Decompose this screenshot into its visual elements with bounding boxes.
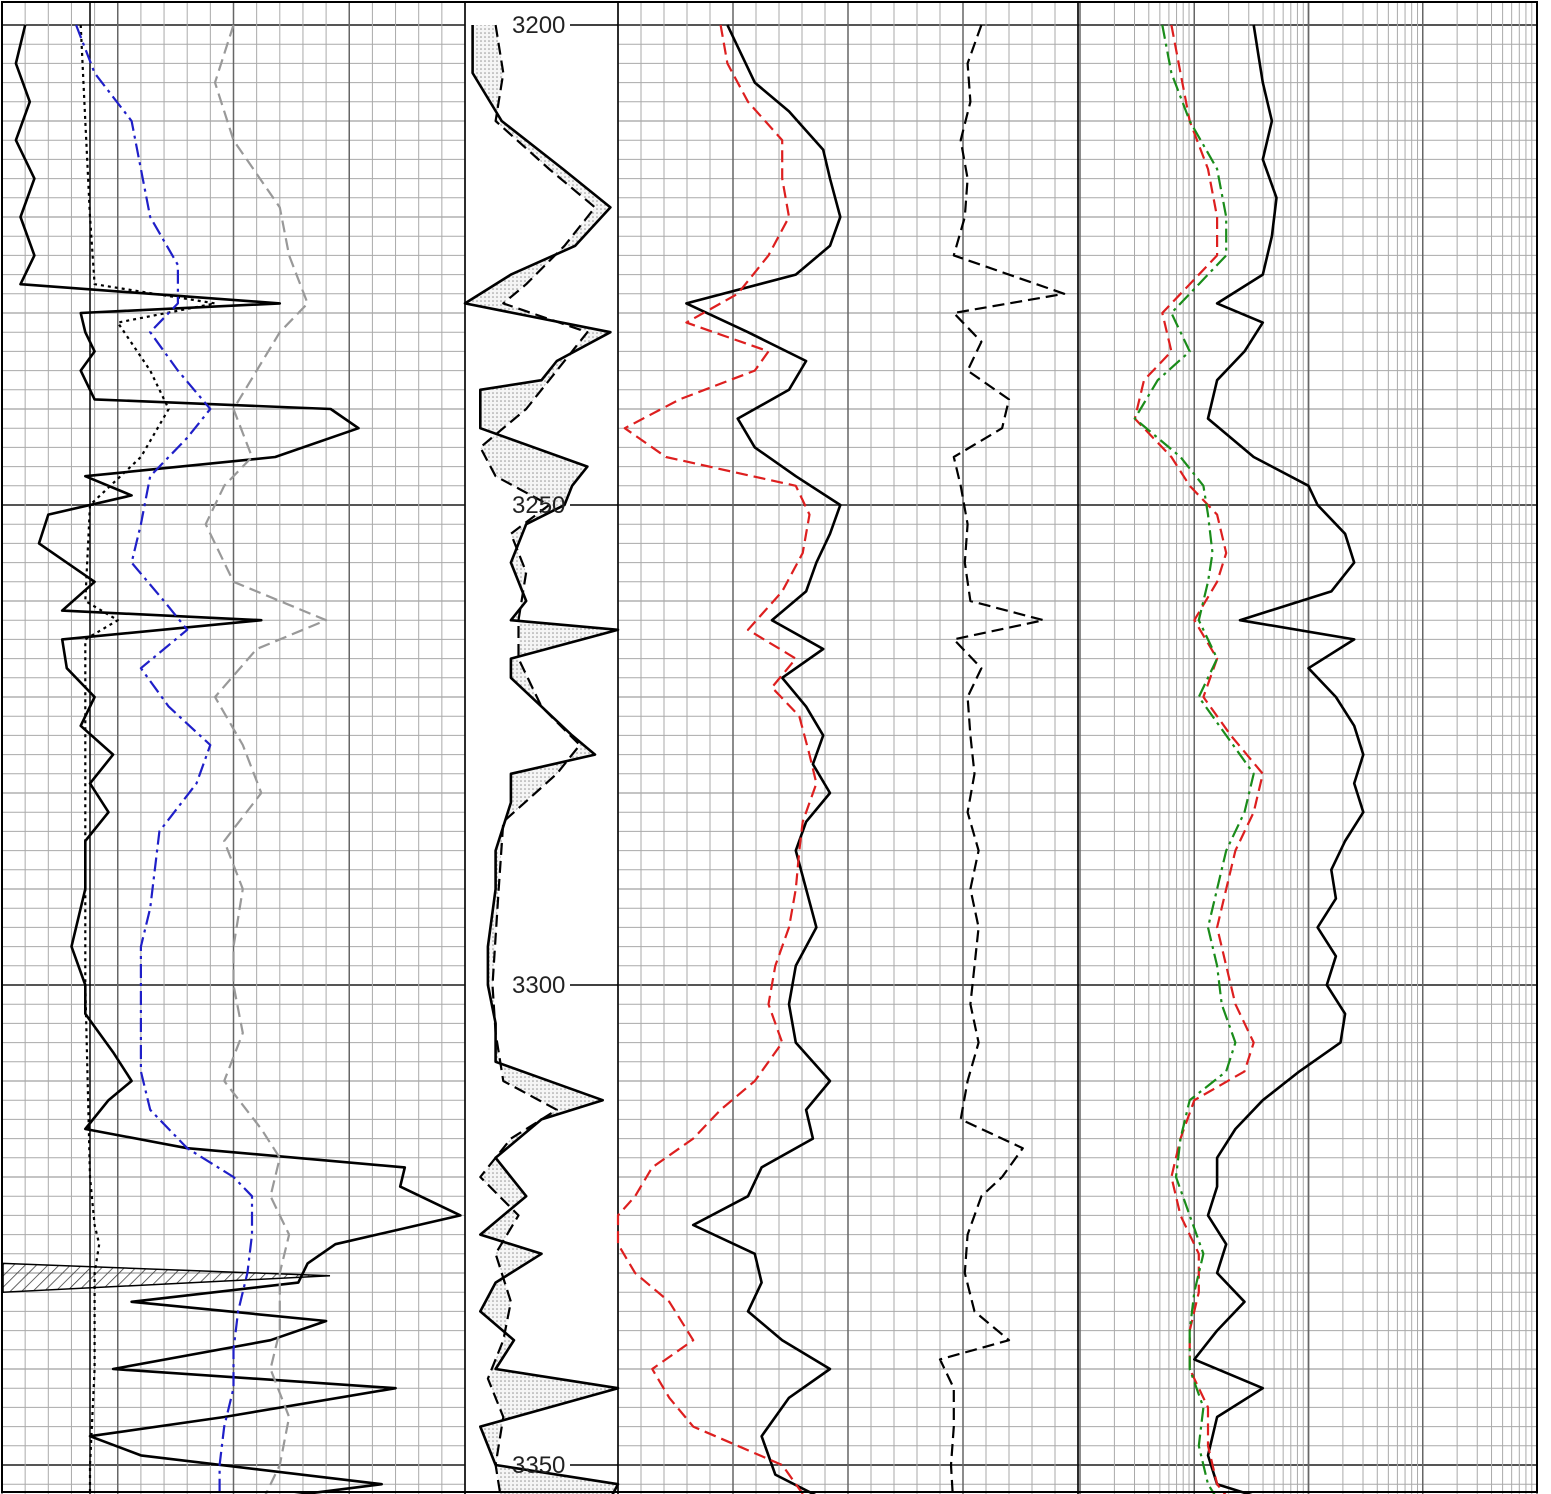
- log-curve: [479, 24, 597, 1494]
- log-curve: [1133, 24, 1255, 1494]
- depth-tick-label: 3250: [512, 492, 565, 519]
- log-curve: [685, 24, 842, 1494]
- log-curve: [938, 24, 1066, 1494]
- log-curve: [616, 24, 818, 1494]
- grid: [1, 3, 1538, 1494]
- log-curve: [204, 24, 328, 1494]
- log-curve: [1133, 24, 1264, 1494]
- log-curve: [79, 24, 217, 1494]
- log-curve: [1193, 24, 1365, 1494]
- depth-labels: 3200 3250 3300 3350: [512, 12, 618, 1479]
- depth-tick-label: 3350: [512, 1452, 565, 1479]
- depth-tick-label: 3300: [512, 972, 565, 999]
- log-curve: [75, 24, 254, 1494]
- log-curve: [14, 24, 462, 1494]
- log-curves: [14, 24, 1365, 1494]
- log-curve: [463, 25, 620, 1494]
- depth-tick-label: 3200: [512, 12, 565, 39]
- porosity-shading: [465, 25, 618, 1494]
